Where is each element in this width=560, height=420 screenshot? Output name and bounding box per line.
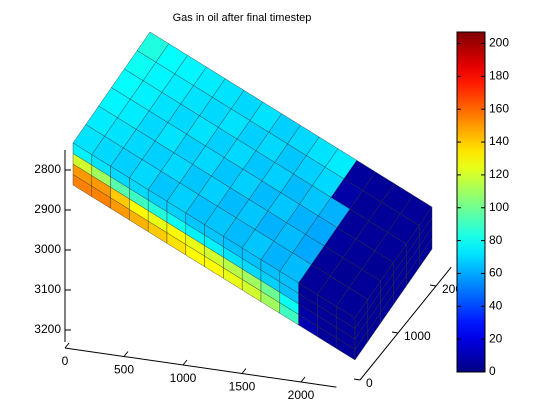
y-tick-label: 1000 (404, 329, 431, 343)
colorbar-tick-label: 40 (489, 298, 503, 312)
x-tick (123, 351, 129, 357)
colorbar-tick-label: 200 (489, 36, 509, 50)
z-tick-label: 3000 (34, 242, 61, 256)
x-tick-label: 1000 (170, 371, 197, 385)
colorbar (456, 31, 486, 373)
z-tick-label: 2900 (34, 202, 61, 216)
z-tick-label: 2800 (34, 162, 61, 176)
x-tick-label: 2000 (288, 388, 315, 402)
y-tick (353, 378, 361, 381)
x-tick (182, 359, 188, 366)
colorbar-tick-label: 80 (489, 233, 503, 247)
x-tick-label: 500 (114, 363, 134, 377)
colorbar-tick-label: 180 (489, 69, 509, 83)
colorbar-tick-label: 160 (489, 101, 509, 115)
x-tick-label: 0 (62, 354, 69, 368)
y-tick (391, 331, 399, 334)
colorbar-tick-label: 120 (489, 167, 509, 181)
y-tick-label: 0 (366, 376, 373, 390)
x-tick (241, 368, 247, 374)
y-tick (429, 284, 437, 287)
colorbar-tick-label: 20 (489, 331, 503, 345)
colorbar-tick-label: 140 (489, 134, 509, 148)
colorbar-tick-label: 60 (489, 266, 503, 280)
x-tick (64, 342, 70, 349)
colorbar-tick-label: 0 (489, 364, 496, 378)
z-tick-label: 3100 (34, 282, 61, 296)
x-axis (64, 347, 337, 388)
x-tick (300, 376, 306, 383)
x-tick-label: 1500 (229, 380, 256, 394)
z-tick-label: 3200 (34, 322, 61, 336)
colorbar-tick-label: 100 (489, 200, 509, 214)
end-cell (418, 237, 433, 269)
chart-title: Gas in oil after final timestep (173, 12, 312, 24)
